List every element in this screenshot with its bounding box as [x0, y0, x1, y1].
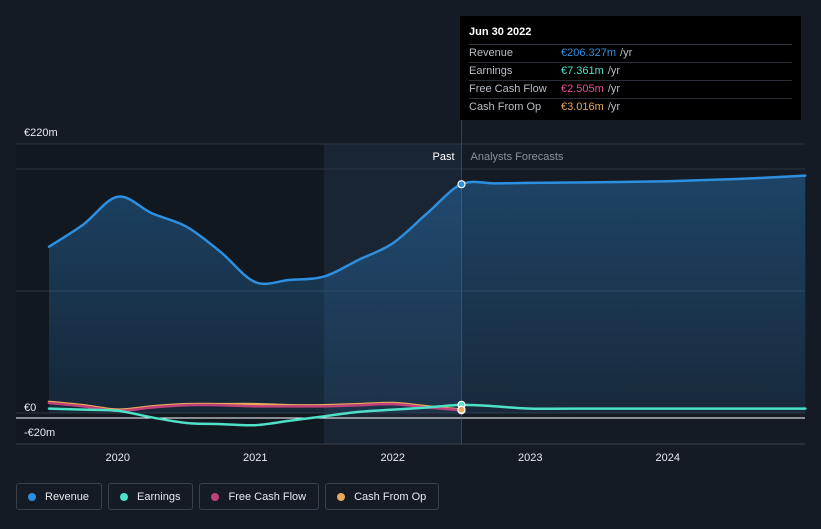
tooltip-row-fcf: Free Cash Flow €2.505m /yr — [469, 81, 792, 99]
tooltip-label: Revenue — [469, 47, 514, 59]
marker-revenue — [457, 180, 466, 189]
legend-label: Cash From Op — [354, 490, 427, 503]
free-cash-flow-dot-icon — [211, 492, 220, 501]
legend: Revenue Earnings Free Cash Flow Cash Fro… — [16, 483, 440, 510]
tooltip-row-cfo: Cash From Op €3.016m /yr — [469, 99, 792, 116]
legend-item-earnings[interactable]: Earnings — [108, 483, 194, 510]
y-tick-label: €0 — [24, 402, 36, 414]
tooltip-unit: /yr — [620, 47, 633, 59]
tooltip-label: Earnings — [469, 65, 513, 77]
tooltip-value: €2.505m — [561, 83, 604, 95]
tooltip-label: Free Cash Flow — [469, 83, 547, 95]
tooltip-value: €7.361m — [561, 65, 604, 77]
tooltip-value: €206.327m — [561, 47, 617, 59]
tooltip-value: €3.016m — [561, 101, 604, 113]
cash-from-op-dot-icon — [337, 492, 346, 501]
x-tick-label: 2022 — [381, 452, 405, 464]
forecast-label: Analysts Forecasts — [471, 151, 564, 163]
marker-cash-from-op — [457, 405, 466, 414]
tooltip-unit: /yr — [607, 101, 621, 113]
tooltip: Jun 30 2022 Revenue €206.327m /yr Earnin… — [460, 16, 801, 120]
x-tick-label: 2023 — [518, 452, 542, 464]
revenue-area — [49, 175, 806, 413]
series-line-revenue — [47, 174, 807, 286]
past-label: Past — [432, 151, 454, 163]
x-tick-label: 2020 — [106, 452, 130, 464]
tooltip-label: Cash From Op — [469, 101, 542, 113]
legend-label: Earnings — [137, 490, 181, 503]
tooltip-row-earnings: Earnings €7.361m /yr — [469, 63, 792, 81]
legend-item-cash-from-op[interactable]: Cash From Op — [325, 483, 440, 510]
legend-item-free-cash-flow[interactable]: Free Cash Flow — [199, 483, 320, 510]
legend-label: Free Cash Flow — [228, 490, 307, 503]
series-line-earnings — [47, 403, 807, 427]
tooltip-row-revenue: Revenue €206.327m /yr — [469, 45, 792, 63]
x-tick-label: 2021 — [243, 452, 267, 464]
legend-label: Revenue — [45, 490, 90, 503]
earnings-dot-icon — [120, 492, 129, 501]
y-tick-label: €220m — [24, 127, 58, 139]
tooltip-unit: /yr — [607, 83, 621, 95]
x-tick-label: 2024 — [656, 452, 680, 464]
legend-item-revenue[interactable]: Revenue — [16, 483, 103, 510]
revenue-dot-icon — [28, 492, 36, 501]
y-tick-label: -€20m — [24, 427, 55, 439]
tooltip-date: Jun 30 2022 — [469, 24, 792, 45]
tooltip-unit: /yr — [607, 65, 621, 77]
